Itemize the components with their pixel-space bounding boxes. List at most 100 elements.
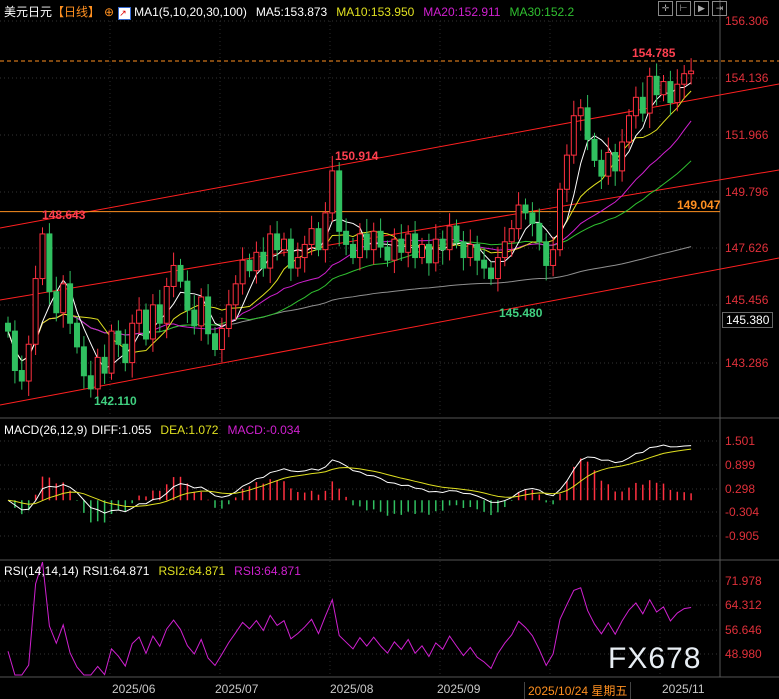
candle-body [294, 257, 301, 269]
candle-body [494, 257, 501, 280]
peak-annotation: 150.914 [335, 149, 379, 163]
candle-body [488, 267, 494, 280]
candle-body [529, 212, 536, 224]
macd-title: MACD(26,12,9) [4, 423, 88, 437]
crosshair-icon[interactable]: ✛ [658, 1, 673, 16]
candle-body [577, 107, 584, 117]
candle-body [405, 233, 412, 253]
rsi-tick: 48.980 [725, 647, 762, 661]
candle-body [205, 296, 212, 335]
candle-body [653, 75, 660, 96]
candle-body [425, 243, 432, 264]
candle-body [18, 370, 25, 382]
scroll-end-icon[interactable]: ⇥ [712, 1, 727, 16]
candle-body [156, 304, 163, 324]
price-tick: 154.136 [725, 71, 769, 85]
candle-body [239, 259, 246, 285]
candle-body [508, 228, 515, 243]
rsi3-value: RSI3:64.871 [234, 564, 301, 578]
rsi2-value: RSI2:64.871 [158, 564, 226, 578]
candle-body [11, 330, 18, 372]
candle-body [322, 212, 329, 251]
candle-body [474, 243, 481, 261]
candle-body [550, 249, 557, 266]
candle-body [591, 138, 598, 161]
candle-body [60, 283, 67, 314]
rsi-line [7, 561, 692, 676]
settings-circle-icon[interactable]: ⊕ [104, 5, 115, 19]
candle-body [260, 251, 267, 269]
candle-body [674, 83, 681, 104]
candle-body [432, 238, 439, 264]
peak-annotation: 148.643 [42, 208, 86, 222]
macd-header: MACD(26,12,9) DIFF:1.055 DEA:1.072 MACD:-0.… [4, 423, 309, 437]
candle-body [467, 243, 474, 259]
candle-body [301, 243, 308, 259]
candle-body [336, 170, 343, 232]
candle-body [274, 233, 281, 251]
candle-body [667, 81, 674, 104]
macd-tick: 1.501 [725, 434, 756, 448]
price-tick: 156.306 [725, 14, 769, 28]
ma-title: MA1(5,10,20,30,100) [134, 5, 247, 19]
rsi-tick: 56.646 [725, 623, 762, 637]
candle-body [94, 356, 101, 390]
main-header: 美元日元【日线】 ⊕ ↗ MA1(5,10,20,30,100) MA5:153.873… [4, 3, 583, 20]
candle-body [481, 259, 488, 269]
candle-body [32, 278, 39, 345]
level-annotation: 149.047 [677, 198, 721, 212]
ma20-value: MA20:152.911 [423, 5, 501, 19]
candle-body [619, 141, 626, 172]
candle-body [356, 233, 363, 259]
candle-body [460, 241, 467, 259]
candle-body [177, 264, 184, 282]
zoom-right-icon[interactable]: ▶ [694, 1, 709, 16]
candle-body [39, 233, 46, 280]
zoom-left-icon[interactable]: ⊢ [676, 1, 691, 16]
low-annotation: 142.110 [94, 394, 137, 408]
date-tick: 2025/09 [437, 682, 481, 696]
watermark-logo: FX678 [608, 642, 702, 675]
date-tick: 2025/08 [330, 682, 374, 696]
candle-body [122, 343, 129, 364]
candle-body [5, 322, 11, 332]
candle-body [515, 204, 522, 230]
period-label[interactable]: 【日线】 [52, 5, 101, 19]
candle-body [419, 243, 425, 259]
candle-body [557, 188, 563, 251]
candle-body [329, 170, 336, 214]
ma10-value: MA10:153.950 [336, 5, 415, 19]
candle-body [253, 251, 260, 272]
candle-body [453, 225, 460, 243]
high-annotation: 154.785 [632, 46, 676, 60]
candle-body [605, 151, 612, 177]
ma5-value: MA5:153.873 [255, 5, 328, 19]
candle-body [212, 333, 218, 351]
rsi-header: RSI(14,14,14) RSI1:64.871 RSI2:64.871 RSI3:… [4, 564, 310, 578]
candle-body [53, 291, 60, 314]
candle-body [626, 115, 632, 143]
candle-body [584, 107, 591, 140]
candle-body [639, 96, 646, 114]
channel-line [0, 83, 779, 229]
candle-body [660, 81, 667, 96]
candle-body [218, 327, 225, 351]
indicator-icon[interactable]: ↗ [118, 7, 132, 20]
price-tick: 143.286 [725, 356, 769, 370]
candle-body [80, 346, 87, 377]
candle-body [343, 230, 350, 245]
macd-tick: 0.899 [725, 458, 756, 472]
candle-body [570, 115, 577, 156]
price-tick: 151.966 [725, 128, 769, 142]
candle-body [225, 304, 232, 329]
date-tick: 2025/07 [215, 682, 259, 696]
macd-dea: DEA:1.072 [160, 423, 219, 437]
candle-body [287, 238, 294, 269]
candle-body [563, 154, 570, 190]
rsi1-value: RSI1:64.871 [82, 564, 150, 578]
candle-body [191, 309, 198, 327]
candle-body [377, 230, 384, 248]
macd-tick: -0.304 [725, 505, 760, 519]
candle-body [67, 283, 74, 324]
